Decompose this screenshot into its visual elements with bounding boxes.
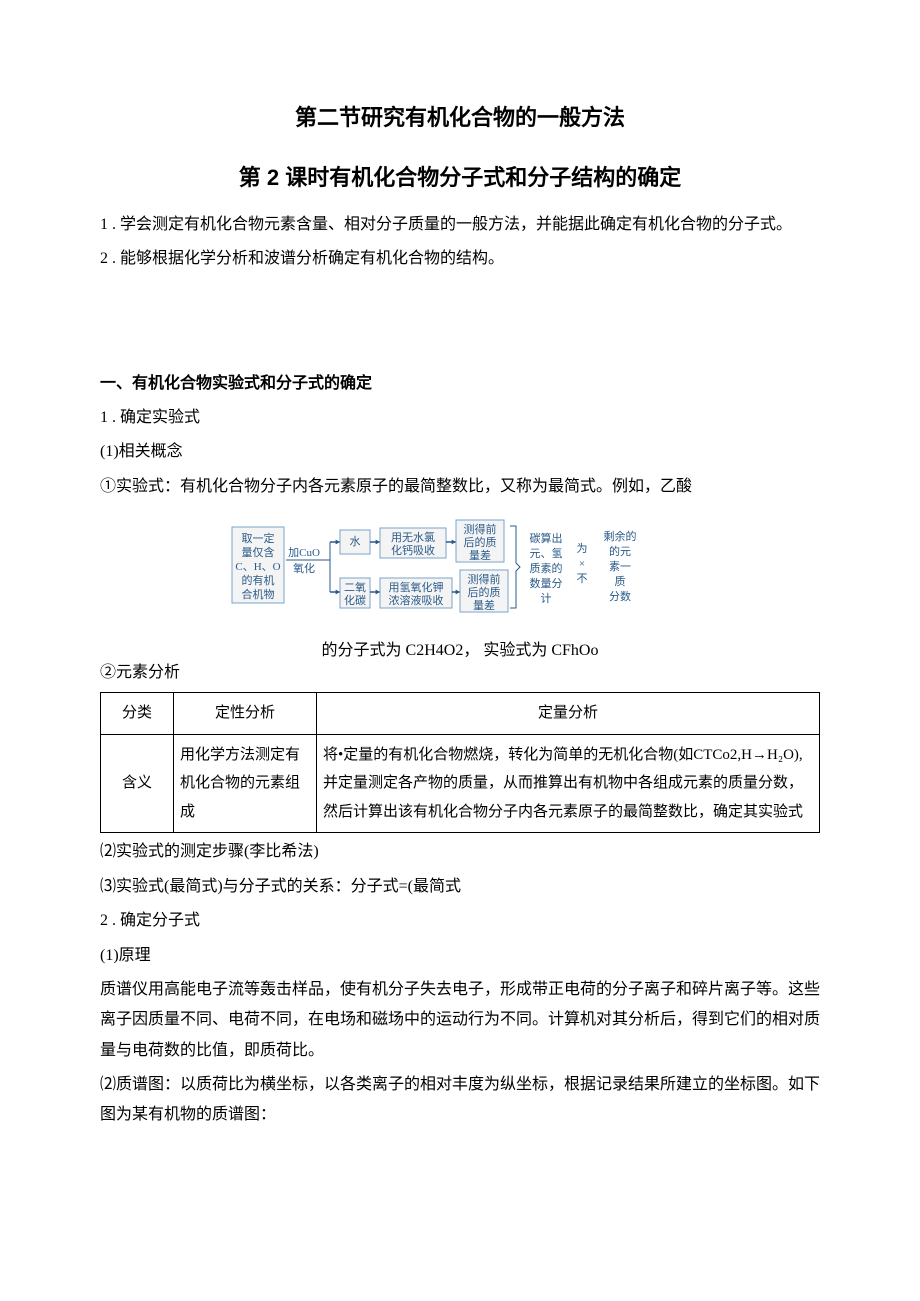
sec1-item2-1: (1)原理 [100, 941, 820, 971]
th-category: 分类 [101, 693, 174, 735]
sec1-item1-3: ⑶实验式(最简式)与分子式的关系：分子式=(最简式 [100, 872, 820, 902]
svg-text:化钙吸收: 化钙吸收 [391, 543, 435, 557]
svg-text:用无水氯: 用无水氯 [391, 530, 435, 544]
svg-text:后的质: 后的质 [468, 585, 501, 599]
td-category: 含义 [101, 734, 174, 833]
svg-text:的有机: 的有机 [242, 573, 275, 587]
intro-p2: 2 . 能够根据化学分析和波谱分析确定有机化合物的结构。 [100, 244, 820, 274]
th-qualitative: 定性分析 [174, 693, 317, 735]
svg-text:碳算出: 碳算出 [530, 531, 563, 545]
svg-text:素一: 素一 [609, 560, 631, 573]
svg-text:分数: 分数 [609, 590, 631, 603]
vertical-gap [100, 279, 820, 359]
svg-text:的元: 的元 [609, 544, 631, 558]
svg-text:测得前: 测得前 [464, 522, 497, 536]
svg-text:浓溶液吸收: 浓溶液吸收 [389, 593, 444, 607]
svg-text:数量分: 数量分 [530, 577, 563, 590]
flowchart: 取一定量仅含 C、H、O的有机合机物 加CuO 氧化 水二氧化碳 用无水氯化钙吸收用氢氧化… [100, 512, 820, 632]
svg-text:不: 不 [577, 573, 588, 585]
svg-text:量仅含: 量仅含 [242, 545, 275, 559]
svg-text:取一定: 取一定 [242, 531, 275, 545]
svg-text:剩余的: 剩余的 [604, 529, 637, 543]
sec1-item1-2: ⑵实验式的测定步骤(李比希法) [100, 837, 820, 867]
table-header-row: 分类 定性分析 定量分析 [101, 693, 820, 735]
svg-text:量差: 量差 [473, 598, 495, 612]
section1-heading: 一、有机化合物实验式和分子式的确定 [100, 369, 820, 393]
svg-text:×: × [579, 558, 585, 570]
svg-text:C、H、O: C、H、O [235, 561, 280, 573]
svg-text:质素的: 质素的 [530, 561, 563, 575]
svg-text:水: 水 [350, 535, 361, 548]
sec1-item1: 1 . 确定实验式 [100, 403, 820, 433]
sec1-item2-2: ⑵质谱图：以质荷比为横坐标，以各类离子的相对丰度为纵坐标，根据记录结果所建立的坐… [100, 1070, 820, 1131]
intro-p1: 1 . 学会测定有机化合物元素含量、相对分子质量的一般方法，并能据此确定有机化合… [100, 210, 820, 240]
svg-text:计: 计 [541, 592, 552, 605]
svg-text:化碳: 化碳 [344, 593, 366, 607]
flowchart-caption: 的分子式为 C2H4O2， 实验式为 CFhOo [100, 636, 820, 660]
svg-text:为: 为 [577, 542, 588, 555]
svg-text:加CuO: 加CuO [288, 546, 320, 559]
title-sub: 第 2 课时有机化合物分子式和分子结构的确定 [100, 160, 820, 192]
td-quantitative: 将•定量的有机化合物燃烧，转化为简单的无机化合物(如CTCo2,H→H₂O),并… [317, 734, 820, 833]
svg-text:元、氢: 元、氢 [530, 546, 563, 560]
svg-text:质: 质 [615, 575, 626, 588]
svg-text:用氢氧化钾: 用氢氧化钾 [389, 580, 444, 594]
th-quantitative: 定量分析 [317, 693, 820, 735]
sec1-item1-1-1: ①实验式：有机化合物分子内各元素原子的最简整数比，又称为最简式。例如，乙酸 [100, 472, 820, 502]
title-main: 第二节研究有机化合物的一般方法 [100, 100, 820, 132]
td-qualitative: 用化学方法测定有机化合物的元素组成 [174, 734, 317, 833]
svg-text:合机物: 合机物 [242, 587, 275, 601]
svg-text:后的质: 后的质 [464, 535, 497, 549]
svg-text:量差: 量差 [469, 548, 491, 562]
sec1-item2-1-body: 质谱仪用高能电子流等轰击样品，使有机分子失去电子，形成带正电荷的分子离子和碎片离… [100, 975, 820, 1066]
svg-text:二氧: 二氧 [344, 580, 366, 594]
table-row: 含义 用化学方法测定有机化合物的元素组成 将•定量的有机化合物燃烧，转化为简单的… [101, 734, 820, 833]
sec1-item2: 2 . 确定分子式 [100, 906, 820, 936]
svg-text:氧化: 氧化 [293, 561, 315, 575]
svg-text:测得前: 测得前 [468, 572, 501, 586]
element-analysis-table: 分类 定性分析 定量分析 含义 用化学方法测定有机化合物的元素组成 将•定量的有… [100, 692, 820, 833]
flowchart-svg: 取一定量仅含 C、H、O的有机合机物 加CuO 氧化 水二氧化碳 用无水氯化钙吸收用氢氧化… [230, 512, 690, 627]
sec1-item1-1-2: ②元素分析 [100, 658, 820, 688]
sec1-item1-1: (1)相关概念 [100, 437, 820, 467]
